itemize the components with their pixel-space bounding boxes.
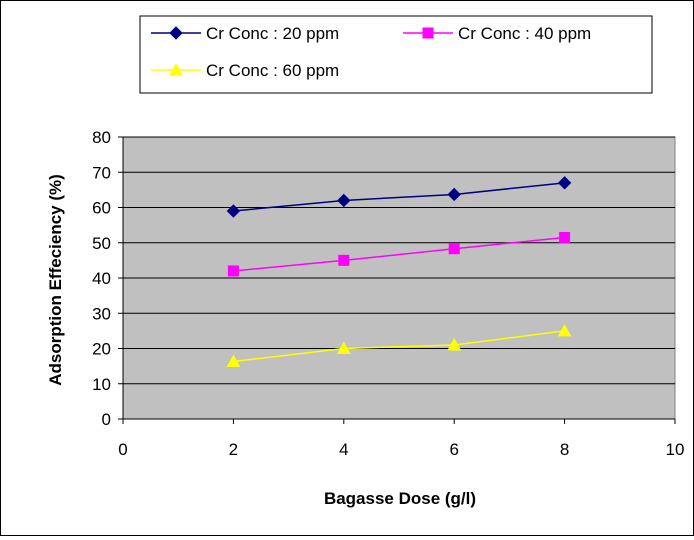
x-tick-label: 2 xyxy=(229,440,238,459)
data-point xyxy=(226,204,241,218)
data-point xyxy=(338,254,350,266)
legend-box xyxy=(139,15,653,94)
series-line xyxy=(233,182,565,212)
data-point xyxy=(337,193,351,208)
y-tick-label: 30 xyxy=(92,304,111,323)
legend-item-2: Cr Conc : 40 ppm xyxy=(403,24,591,43)
legend: Cr Conc : 20 ppm Cr Conc : 40 ppm Cr Conc … xyxy=(139,15,653,94)
legend-label: Cr Conc : 60 ppm xyxy=(206,61,339,80)
legend-marker xyxy=(169,62,183,76)
x-tick-label: 0 xyxy=(118,440,127,459)
y-tick-label: 70 xyxy=(92,163,111,182)
legend-label: Cr Conc : 20 ppm xyxy=(206,24,339,43)
legend-marker xyxy=(169,26,183,40)
y-tick-label: 40 xyxy=(92,269,111,288)
series-layer xyxy=(226,176,572,368)
grid-lines xyxy=(123,136,675,385)
y-tick-label: 60 xyxy=(92,199,111,218)
x-tick-label: 6 xyxy=(449,440,458,459)
x-tick-label: 4 xyxy=(339,440,348,459)
legend-item-3: Cr Conc : 60 ppm xyxy=(151,61,339,80)
series-line xyxy=(233,330,565,363)
data-point xyxy=(559,231,571,243)
series-1 xyxy=(226,176,572,218)
axes xyxy=(118,136,676,424)
y-tick-label: 80 xyxy=(92,128,111,147)
legend-item-1: Cr Conc : 20 ppm xyxy=(151,24,339,43)
data-point xyxy=(557,323,572,337)
data-point xyxy=(447,187,461,202)
legend-marker xyxy=(422,27,434,39)
data-point xyxy=(557,176,572,190)
y-tick-label: 10 xyxy=(92,375,111,394)
x-tick-label: 8 xyxy=(560,440,569,459)
x-axis-title: Bagasse Dose (g/l) xyxy=(324,489,476,508)
legend-label: Cr Conc : 40 ppm xyxy=(458,24,591,43)
data-point xyxy=(447,337,462,351)
tick-labels: 0 10 20 30 40 50 60 70 80 0 2 4 6 8 10 xyxy=(92,128,684,459)
data-point xyxy=(226,354,241,368)
series-2 xyxy=(227,231,571,277)
series-3 xyxy=(226,323,572,368)
data-point xyxy=(227,265,239,277)
y-axis-title: Adsorption Effeciency (%) xyxy=(46,174,65,386)
y-tick-label: 50 xyxy=(92,234,111,253)
y-tick-label: 0 xyxy=(102,410,111,429)
x-tick-label: 10 xyxy=(666,440,685,459)
data-point xyxy=(336,341,351,354)
y-tick-label: 20 xyxy=(92,340,111,359)
data-point xyxy=(448,243,460,255)
series-line xyxy=(233,236,565,272)
